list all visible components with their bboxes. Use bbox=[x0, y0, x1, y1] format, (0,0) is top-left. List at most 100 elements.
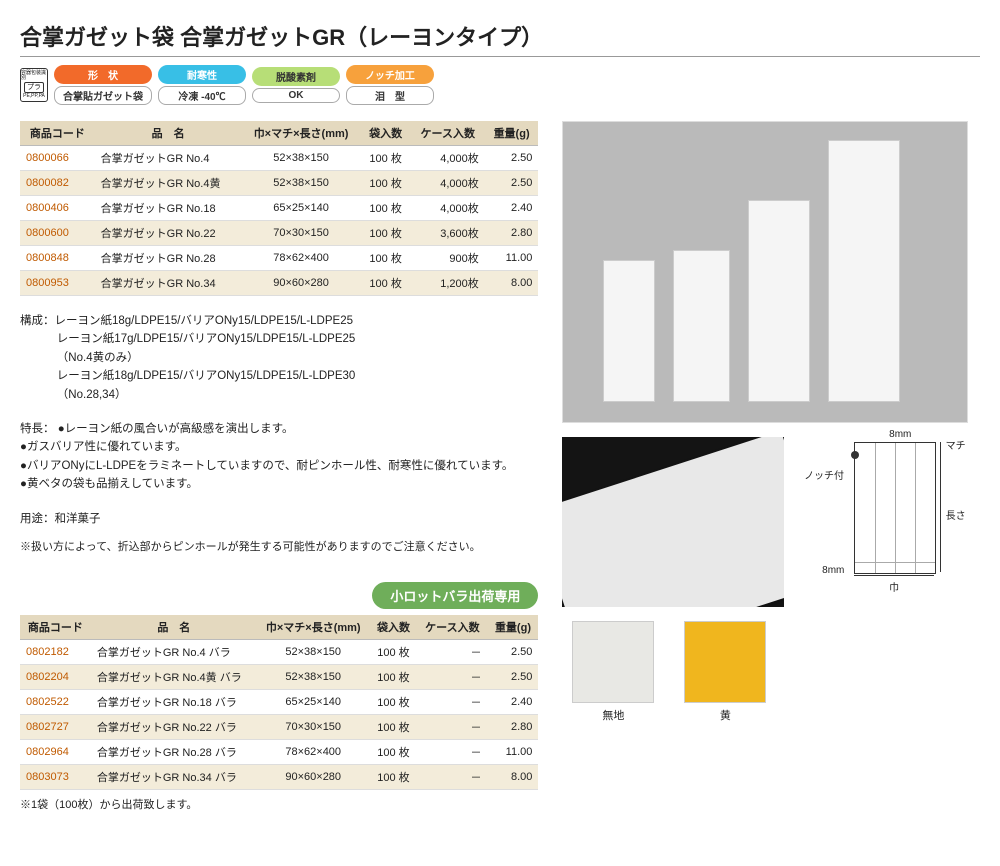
cell-size: 52×38×150 bbox=[257, 639, 370, 664]
cell-name: 合掌ガゼットGR No.34 bbox=[95, 271, 242, 296]
table-row: 0802204合掌ガゼットGR No.4黄 バラ52×38×150100 枚－2… bbox=[20, 664, 538, 689]
cell-weight: 11.00 bbox=[488, 739, 539, 764]
badge-shape-sub: 合掌貼ガゼット袋 bbox=[54, 86, 152, 105]
cell-case: 4,000枚 bbox=[411, 171, 485, 196]
cell-name: 合掌ガゼットGR No.4 bbox=[95, 146, 242, 171]
cell-code: 0800600 bbox=[20, 221, 95, 246]
cell-name: 合掌ガゼットGR No.22 bbox=[95, 221, 242, 246]
cell-bag: 100 枚 bbox=[370, 764, 418, 789]
cell-bag: 100 枚 bbox=[361, 196, 411, 221]
compose-line: レーヨン紙17g/LDPE15/バリアONy15/LDPE15/L-LDPE25 bbox=[20, 330, 538, 348]
cell-case: 3,600枚 bbox=[411, 221, 485, 246]
cell-name: 合掌ガゼットGR No.18 バラ bbox=[91, 689, 257, 714]
diag-machi-label: マチ bbox=[946, 437, 966, 452]
cell-code: 0802964 bbox=[20, 739, 91, 764]
cell-code: 0800953 bbox=[20, 271, 95, 296]
cell-code: 0800848 bbox=[20, 246, 95, 271]
cell-size: 70×30×150 bbox=[242, 221, 361, 246]
badge-shape: 形 状 合掌貼ガゼット袋 bbox=[54, 65, 152, 105]
cell-case: 4,000枚 bbox=[411, 196, 485, 221]
cell-weight: 2.50 bbox=[485, 171, 539, 196]
use-label: 用途： bbox=[20, 510, 55, 528]
compose-label: 構成： bbox=[20, 312, 55, 330]
use-value: 和洋菓子 bbox=[55, 513, 101, 525]
cell-code: 0800082 bbox=[20, 171, 95, 196]
th-size: 巾×マチ×長さ(mm) bbox=[242, 121, 361, 146]
th-code: 商品コード bbox=[20, 121, 95, 146]
table-row: 0800082合掌ガゼットGR No.4黄52×38×150100 枚4,000… bbox=[20, 171, 538, 196]
cell-size: 90×60×280 bbox=[257, 764, 370, 789]
cell-case: 4,000枚 bbox=[411, 146, 485, 171]
cell-size: 52×38×150 bbox=[242, 171, 361, 196]
swatch-yellow-label: 黄 bbox=[684, 707, 766, 723]
badge-notch: ノッチ加工 泪 型 bbox=[346, 65, 434, 105]
compose-line: （No.28,34） bbox=[20, 386, 538, 404]
swatch-plain: 無地 bbox=[572, 621, 654, 723]
cell-code: 0803073 bbox=[20, 764, 91, 789]
cell-bag: 100 枚 bbox=[370, 714, 418, 739]
cell-weight: 2.50 bbox=[488, 639, 539, 664]
th-code: 商品コード bbox=[20, 615, 91, 640]
badge-cold: 耐寒性 冷凍 -40℃ bbox=[158, 65, 246, 105]
cell-code: 0802522 bbox=[20, 689, 91, 714]
badge-cold-sub: 冷凍 -40℃ bbox=[158, 86, 246, 105]
table-row: 0802182合掌ガゼットGR No.4 バラ52×38×150100 枚－2.… bbox=[20, 639, 538, 664]
table-row: 0802727合掌ガゼットGR No.22 バラ70×30×150100 枚－2… bbox=[20, 714, 538, 739]
cell-weight: 11.00 bbox=[485, 246, 539, 271]
th-bag: 袋入数 bbox=[361, 121, 411, 146]
cell-case: － bbox=[417, 764, 487, 789]
cell-bag: 100 枚 bbox=[370, 639, 418, 664]
cell-weight: 2.80 bbox=[488, 714, 539, 739]
cell-size: 78×62×400 bbox=[257, 739, 370, 764]
cell-case: － bbox=[417, 639, 487, 664]
feature-item: 黄ベタの袋も品揃えしています。 bbox=[20, 475, 538, 493]
cell-code: 0802204 bbox=[20, 664, 91, 689]
cell-case: 900枚 bbox=[411, 246, 485, 271]
spec-table-2: 商品コード 品 名 巾×マチ×長さ(mm) 袋入数 ケース入数 重量(g) 08… bbox=[20, 615, 538, 790]
diag-haba-label: 巾 bbox=[889, 579, 899, 594]
cell-case: － bbox=[417, 664, 487, 689]
badge-deox: 脱酸素剤 OK bbox=[252, 67, 340, 103]
product-photo-texture bbox=[562, 437, 784, 607]
cell-weight: 2.50 bbox=[485, 146, 539, 171]
cell-weight: 2.40 bbox=[488, 689, 539, 714]
cell-name: 合掌ガゼットGR No.18 bbox=[95, 196, 242, 221]
table-row: 0803073合掌ガゼットGR No.34 バラ90×60×280100 枚－8… bbox=[20, 764, 538, 789]
cell-size: 90×60×280 bbox=[242, 271, 361, 296]
feature-label: 特長： bbox=[20, 420, 55, 438]
swatch-row: 無地 黄 bbox=[562, 621, 965, 723]
diag-notch-label: ノッチ付 bbox=[804, 467, 844, 482]
size-diagram: ノッチ付 8mm マチ 長さ 8mm 巾 bbox=[804, 437, 965, 607]
cell-name: 合掌ガゼットGR No.4黄 bbox=[95, 171, 242, 196]
th-size: 巾×マチ×長さ(mm) bbox=[257, 615, 370, 640]
cell-name: 合掌ガゼットGR No.4黄 バラ bbox=[91, 664, 257, 689]
table-row: 0800600合掌ガゼットGR No.2270×30×150100 枚3,600… bbox=[20, 221, 538, 246]
table-row: 0802964合掌ガゼットGR No.28 バラ78×62×400100 枚－1… bbox=[20, 739, 538, 764]
footnote: ※1袋（100枚）から出荷致します。 bbox=[20, 796, 538, 812]
badge-deox-sub: OK bbox=[252, 88, 340, 103]
cell-size: 70×30×150 bbox=[257, 714, 370, 739]
feature-item: ガスバリア性に優れています。 bbox=[20, 438, 538, 456]
th-case: ケース入数 bbox=[411, 121, 485, 146]
cell-code: 0802727 bbox=[20, 714, 91, 739]
cell-weight: 2.50 bbox=[488, 664, 539, 689]
th-weight: 重量(g) bbox=[488, 615, 539, 640]
cell-name: 合掌ガゼットGR No.22 バラ bbox=[91, 714, 257, 739]
diag-nagasa-label: 長さ bbox=[946, 507, 966, 522]
cell-bag: 100 枚 bbox=[361, 171, 411, 196]
cell-size: 52×38×150 bbox=[257, 664, 370, 689]
th-name: 品 名 bbox=[95, 121, 242, 146]
table-row: 0800406合掌ガゼットGR No.1865×25×140100 枚4,000… bbox=[20, 196, 538, 221]
cell-name: 合掌ガゼットGR No.34 バラ bbox=[91, 764, 257, 789]
cell-case: － bbox=[417, 689, 487, 714]
badge-shape-label: 形 状 bbox=[54, 65, 152, 84]
cell-name: 合掌ガゼットGR No.28 バラ bbox=[91, 739, 257, 764]
cell-weight: 8.00 bbox=[488, 764, 539, 789]
diag-mm8-bottom: 8mm bbox=[822, 565, 844, 576]
cell-weight: 2.80 bbox=[485, 221, 539, 246]
feature-item: バリアONyにL-LDPEをラミネートしていますので、耐ピンホール性、耐寒性に優… bbox=[20, 457, 538, 475]
cell-bag: 100 枚 bbox=[361, 246, 411, 271]
cell-size: 65×25×140 bbox=[242, 196, 361, 221]
spec-table-1: 商品コード 品 名 巾×マチ×長さ(mm) 袋入数 ケース入数 重量(g) 08… bbox=[20, 121, 538, 296]
cell-bag: 100 枚 bbox=[370, 739, 418, 764]
